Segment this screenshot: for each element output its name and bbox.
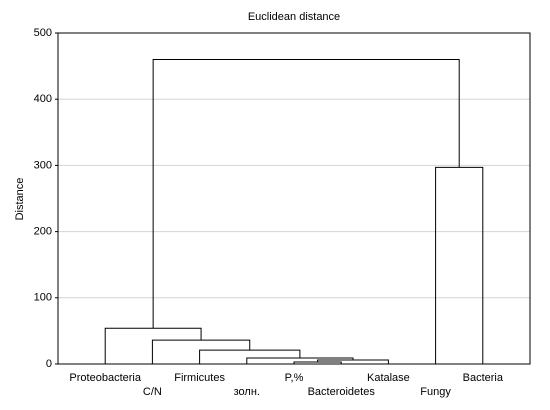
y-tick-label: 100 (34, 292, 52, 304)
y-axis-label: Distance (14, 178, 26, 221)
dendrogram-link (152, 58, 460, 329)
x-tick-label: Bacteroidetes (308, 386, 376, 398)
x-tick-label: Fungy (420, 386, 451, 398)
y-tick-label: 300 (34, 159, 52, 171)
x-tick-label: Katalase (367, 372, 410, 384)
x-tick-label: C/N (143, 386, 162, 398)
y-tick-label: 0 (46, 358, 52, 370)
x-tick-label: Bacteria (463, 372, 504, 384)
x-tick-label: золн. (234, 386, 260, 398)
y-tick-label: 400 (34, 93, 52, 105)
x-tick-label: P,% (285, 372, 304, 384)
y-tick-label: 500 (34, 27, 52, 39)
y-tick-label: 200 (34, 226, 52, 238)
chart-title: Euclidean distance (248, 11, 340, 23)
x-tick-label: Firmicutes (174, 372, 225, 384)
x-tick-label: Proteobacteria (69, 372, 141, 384)
